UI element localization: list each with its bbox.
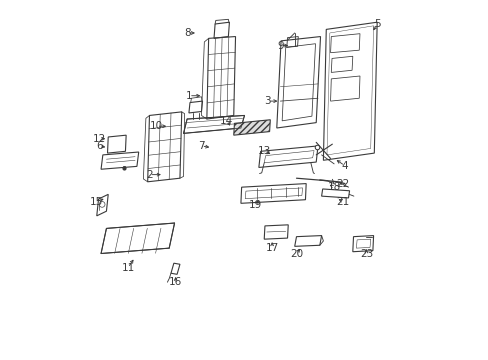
Text: 6: 6 [96,141,102,151]
Text: 9: 9 [277,41,283,50]
Text: 5: 5 [373,19,380,29]
Text: 16: 16 [169,277,182,287]
Text: 14: 14 [220,116,233,126]
Text: 3: 3 [264,96,270,106]
Text: 10: 10 [150,121,163,131]
Text: 1: 1 [185,91,192,101]
Text: 23: 23 [359,248,372,258]
Text: 2: 2 [146,170,152,180]
Text: 19: 19 [248,200,262,210]
Text: 4: 4 [341,161,347,171]
Text: 12: 12 [92,134,106,144]
Polygon shape [233,120,270,135]
Text: 17: 17 [265,243,278,253]
Text: 20: 20 [289,248,303,258]
Text: 15: 15 [90,197,103,207]
Text: 21: 21 [336,197,349,207]
Text: 8: 8 [183,28,190,38]
Text: 13: 13 [257,146,270,156]
Text: 18: 18 [327,182,340,192]
Text: 11: 11 [121,263,134,273]
Text: 22: 22 [336,179,349,189]
Text: 7: 7 [198,141,204,151]
